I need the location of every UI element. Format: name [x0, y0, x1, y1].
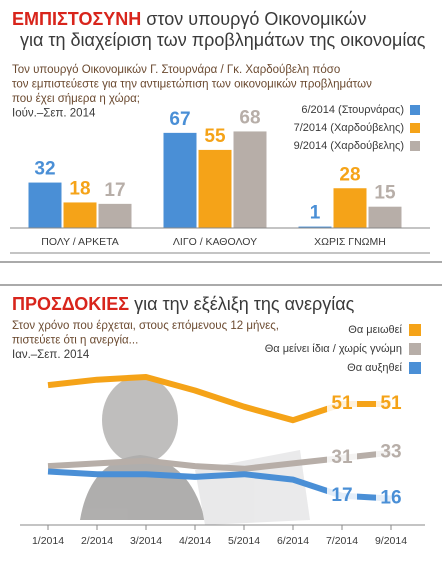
- bar: [63, 202, 97, 228]
- legend-label: 9/2014 (Χαρδούβελης): [294, 140, 404, 152]
- bar: [233, 131, 267, 228]
- subtitle: που έχει σήμερα η χώρα;: [12, 93, 140, 105]
- label-bg: [376, 441, 406, 464]
- legend-label: 6/2014 (Στουρνάρας): [301, 104, 404, 116]
- value-label: 17: [331, 485, 352, 506]
- chart-title: ΠΡΟΣΔΟΚΙΕΣ για την εξέλιξη της ανεργίας: [12, 294, 355, 314]
- category-label: ΧΩΡΙΣ ΓΝΩΜΗ: [314, 236, 386, 248]
- value-label: 55: [204, 126, 226, 147]
- bar: [163, 132, 197, 228]
- label-bg: [327, 393, 357, 415]
- period: Ιαν.–Σεπ. 2014: [12, 349, 90, 361]
- value-label: 1: [310, 203, 321, 224]
- value-label: 28: [339, 164, 360, 185]
- x-tick-label: 1/2014: [32, 535, 64, 547]
- value-label: 51: [331, 393, 353, 414]
- bar: [298, 226, 332, 228]
- value-label: 68: [239, 107, 260, 128]
- bar: [198, 149, 232, 228]
- label-bg: [376, 487, 406, 510]
- legend-swatch: [409, 362, 421, 374]
- value-label: 67: [169, 109, 190, 130]
- x-tick-label: 2/2014: [81, 535, 113, 547]
- legend-label: Θα μειωθεί: [348, 324, 402, 336]
- legend-swatch: [410, 123, 420, 133]
- x-tick-label: 3/2014: [130, 535, 162, 547]
- value-label: 18: [69, 178, 90, 199]
- subtitle: Στον χρόνο που έρχεται, στους επόμενους …: [12, 320, 279, 332]
- label-bg: [327, 447, 357, 469]
- value-label: 32: [34, 159, 55, 180]
- bar: [28, 182, 62, 228]
- title-highlight: ΕΜΠΙΣΤΟΣΥΝΗ: [12, 9, 141, 29]
- legend-label: Θα αυξηθεί: [347, 362, 402, 374]
- value-label: 51: [380, 393, 402, 414]
- title-text: για την εξέλιξη της ανεργίας: [129, 294, 355, 314]
- value-label: 17: [104, 180, 125, 201]
- label-bg: [327, 484, 357, 507]
- legend-label: Θα μείνει ίδια / χωρίς γνώμη: [265, 343, 402, 355]
- title-highlight: ΠΡΟΣΔΟΚΙΕΣ: [12, 294, 129, 314]
- bar: [98, 203, 132, 228]
- title-text: στον υπουργό Οικονομικών: [141, 9, 366, 29]
- period: Ιούν.–Σεπ. 2014: [12, 108, 96, 120]
- category-label: ΛΙΓΟ / ΚΑΘΟΛΟΥ: [173, 236, 257, 248]
- label-bg: [376, 393, 406, 415]
- subtitle: Τον υπουργό Οικονομικών Γ. Στουρνάρα / Γ…: [12, 64, 340, 76]
- value-label: 16: [380, 488, 401, 509]
- bar: [368, 206, 402, 228]
- x-tick-label: 7/2014: [326, 535, 358, 547]
- x-tick-label: 9/2014: [375, 535, 407, 547]
- x-tick-label: 4/2014: [179, 535, 211, 547]
- chart-title: για τη διαχείριση των προβλημάτων της οι…: [20, 30, 426, 50]
- chart-title: ΕΜΠΙΣΤΟΣΥΝΗ στον υπουργό Οικονομικών: [12, 9, 366, 29]
- value-label: 31: [331, 447, 353, 468]
- bar: [333, 188, 367, 228]
- x-tick-label: 6/2014: [277, 535, 309, 547]
- legend-swatch: [409, 343, 421, 355]
- category-label: ΠΟΛΥ / ΑΡΚΕΤΑ: [41, 236, 118, 248]
- legend-label: 7/2014 (Χαρδούβελης): [294, 122, 404, 134]
- subtitle: τον εμπιστεύεστε για την αντιμετώπιση τω…: [12, 79, 372, 91]
- legend-swatch: [410, 105, 420, 115]
- legend-swatch: [409, 324, 421, 336]
- x-tick-label: 5/2014: [228, 535, 260, 547]
- value-label: 33: [380, 442, 401, 463]
- value-label: 15: [374, 183, 396, 204]
- subtitle: πιστεύετε ότι η ανεργία...: [12, 335, 138, 347]
- legend-swatch: [410, 141, 420, 151]
